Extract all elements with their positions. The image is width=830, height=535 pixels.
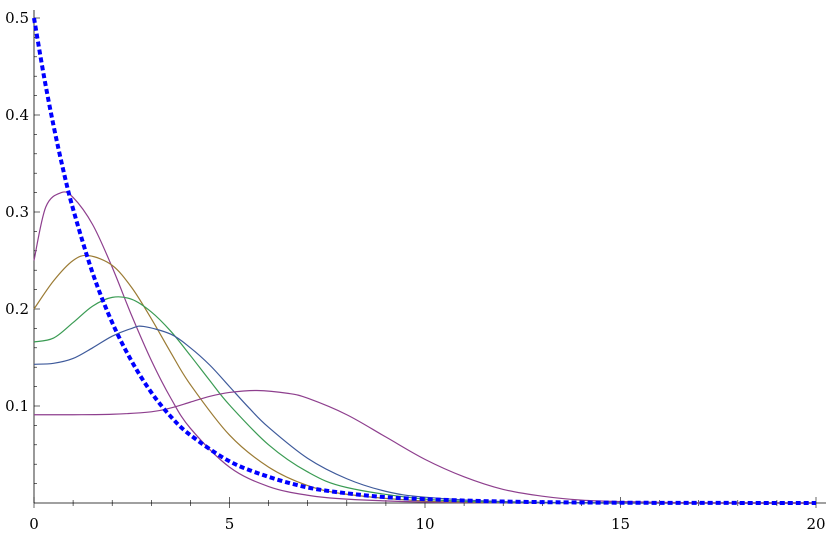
y-tick-label: 0.1 xyxy=(5,397,29,415)
x-tick-label: 10 xyxy=(415,515,434,533)
x-tick-label: 15 xyxy=(611,515,630,533)
x-tick-label: 0 xyxy=(29,515,39,533)
series-line-2 xyxy=(33,254,817,504)
series-line-1 xyxy=(33,191,817,504)
axes xyxy=(33,10,826,508)
y-tick-label: 0.3 xyxy=(5,203,29,221)
series-line-5 xyxy=(33,389,817,504)
series-line-4 xyxy=(33,325,817,504)
dashed-series-line xyxy=(32,17,817,505)
y-tick-label: 0.4 xyxy=(5,106,29,124)
x-tick-label: 5 xyxy=(225,515,235,533)
tick-labels: 0 5 10 15 20 0.1 0.2 0.3 0.4 0.5 xyxy=(5,9,825,533)
series-layer xyxy=(32,17,817,505)
y-tick-label: 0.5 xyxy=(5,9,29,27)
x-tick-label: 20 xyxy=(806,515,825,533)
y-tick-label: 0.2 xyxy=(5,300,29,318)
